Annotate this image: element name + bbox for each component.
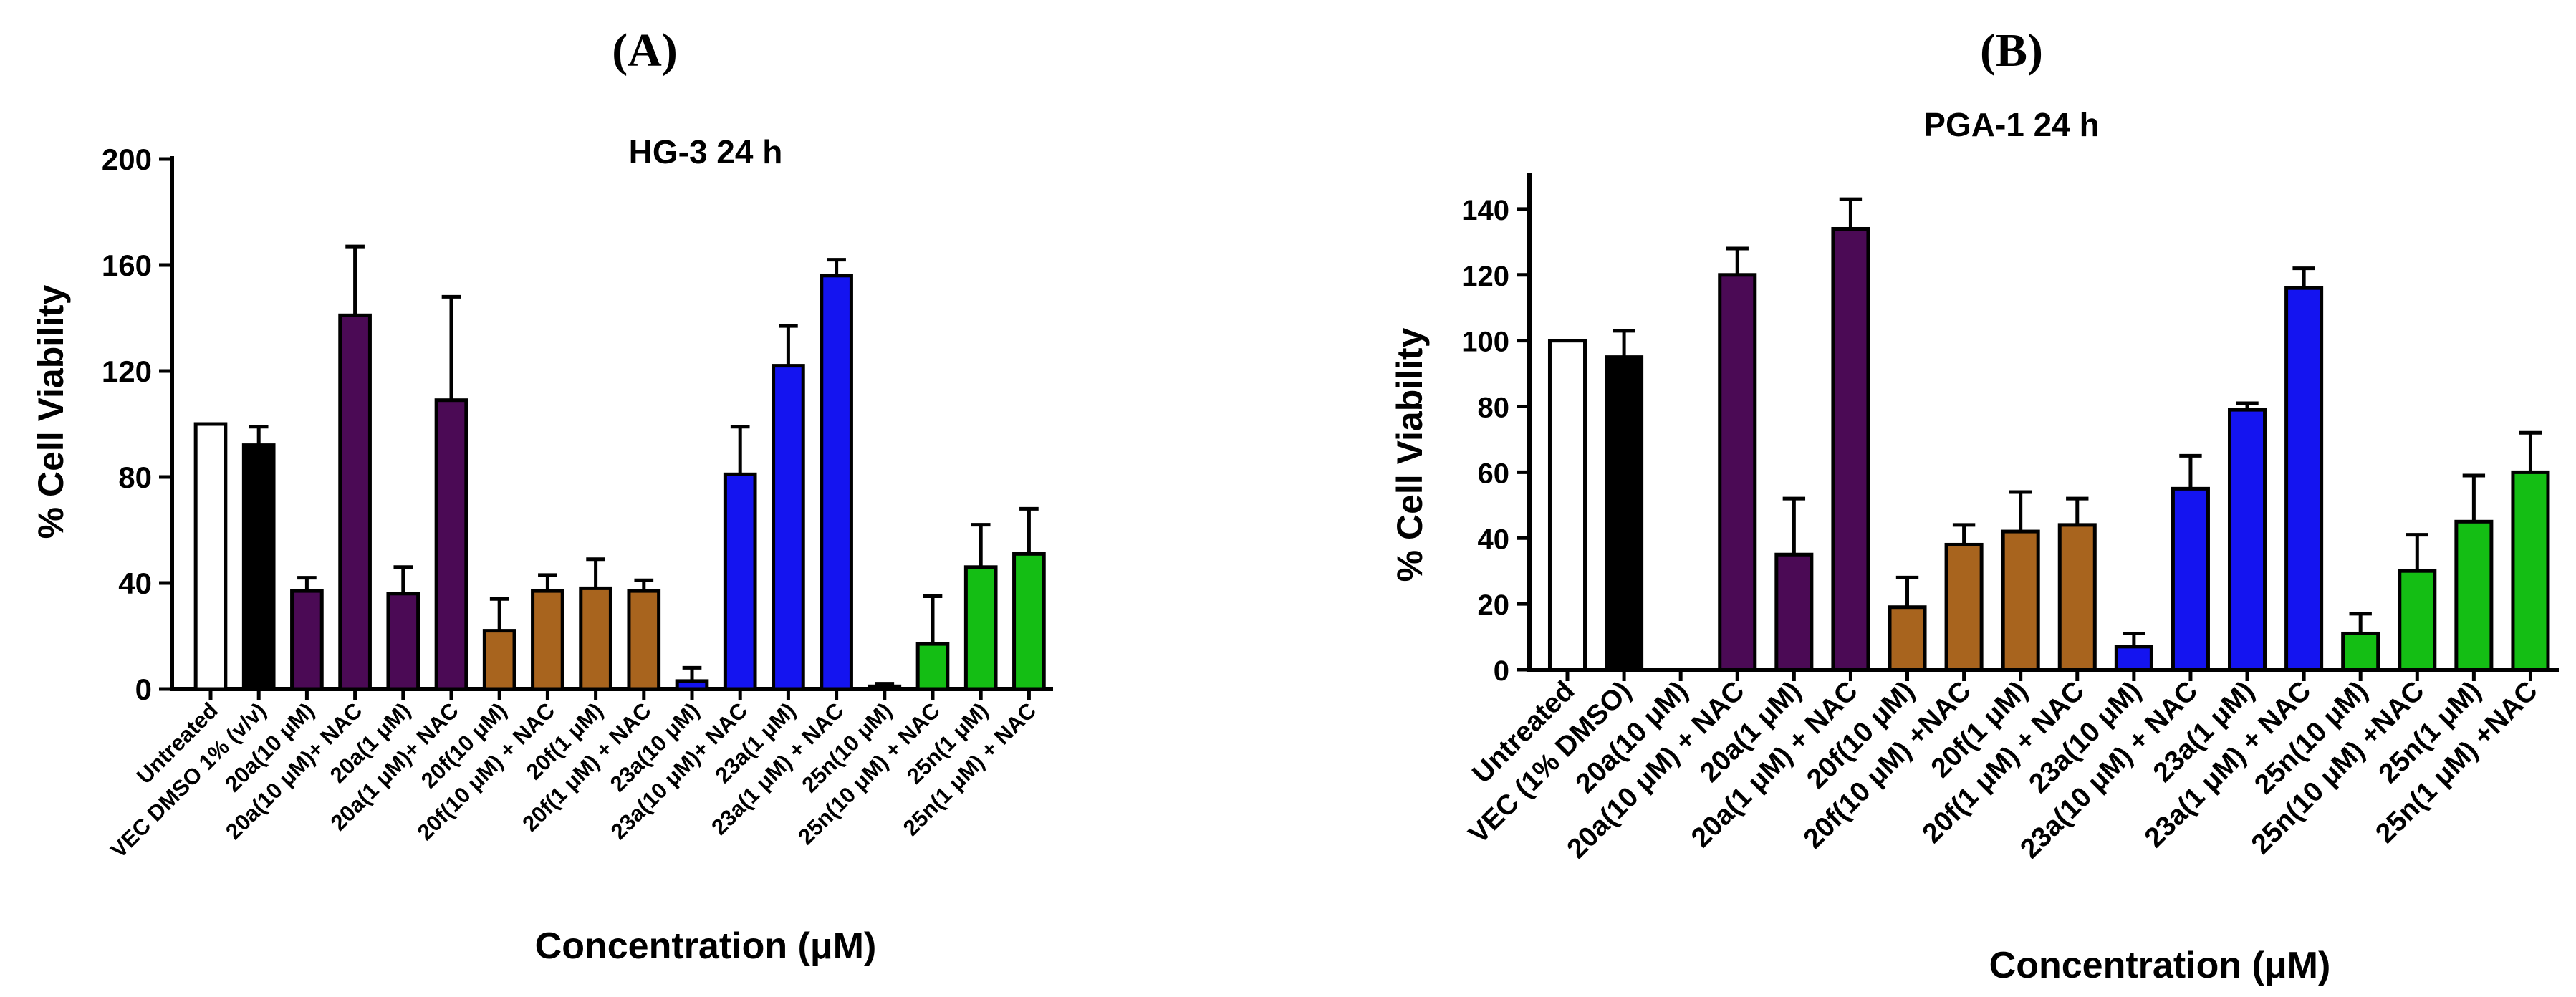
bar xyxy=(579,586,612,691)
y-tick-label: 60 xyxy=(1478,458,1510,489)
bar xyxy=(1831,226,1870,672)
bar xyxy=(1774,552,1814,672)
bar xyxy=(723,472,757,691)
panel-b-label: (B) xyxy=(1980,24,2043,77)
panel-b-xlabel: Concentration (μM) xyxy=(1989,945,2331,986)
bar xyxy=(2341,631,2380,672)
y-tick-label: 200 xyxy=(102,143,152,176)
bar xyxy=(915,642,950,691)
panel-a-label: (A) xyxy=(612,24,678,77)
bar xyxy=(2454,519,2494,672)
y-tick-label: 40 xyxy=(118,567,152,600)
bar xyxy=(290,589,324,691)
bar xyxy=(2228,408,2267,672)
panel-a-ylabel: % Cell Viability xyxy=(31,284,71,539)
bar xyxy=(820,274,853,691)
y-tick-label: 0 xyxy=(135,673,152,706)
bar xyxy=(1012,552,1046,691)
bar xyxy=(2114,645,2153,672)
bar xyxy=(1605,355,1644,672)
panel-a-title: HG-3 24 h xyxy=(629,133,783,170)
bar xyxy=(386,592,420,691)
y-tick-label: 20 xyxy=(1478,589,1510,621)
bar xyxy=(531,589,564,691)
bar xyxy=(675,679,709,691)
y-tick-label: 80 xyxy=(118,461,152,494)
y-tick-label: 100 xyxy=(1461,327,1509,358)
bar xyxy=(2057,523,2097,672)
bar xyxy=(2284,286,2324,672)
bar xyxy=(868,684,902,691)
bar xyxy=(1888,605,1927,672)
panel-b-title: PGA-1 24 h xyxy=(1923,106,2099,143)
y-tick-label: 120 xyxy=(102,355,152,388)
bar xyxy=(1944,542,1984,672)
bar xyxy=(627,589,661,691)
bar xyxy=(2001,529,2040,672)
bar xyxy=(241,443,276,691)
bar xyxy=(1547,339,1587,672)
y-tick-label: 120 xyxy=(1461,261,1509,292)
bar xyxy=(193,422,228,691)
bar xyxy=(482,629,516,691)
panel-a-xlabel: Concentration (μM) xyxy=(535,925,877,967)
bar xyxy=(772,364,805,691)
y-tick-label: 140 xyxy=(1461,195,1509,226)
y-tick-label: 0 xyxy=(1494,655,1509,687)
bar xyxy=(2171,486,2210,672)
bar xyxy=(434,398,468,691)
bar xyxy=(963,565,998,691)
y-tick-label: 80 xyxy=(1478,392,1510,424)
panel-b-ylabel: % Cell Viability xyxy=(1390,327,1430,582)
bar xyxy=(2511,470,2550,672)
y-tick-label: 160 xyxy=(102,249,152,282)
bar xyxy=(338,313,372,691)
bar xyxy=(2398,569,2437,672)
bar xyxy=(1718,273,1757,672)
y-tick-label: 40 xyxy=(1478,524,1510,555)
